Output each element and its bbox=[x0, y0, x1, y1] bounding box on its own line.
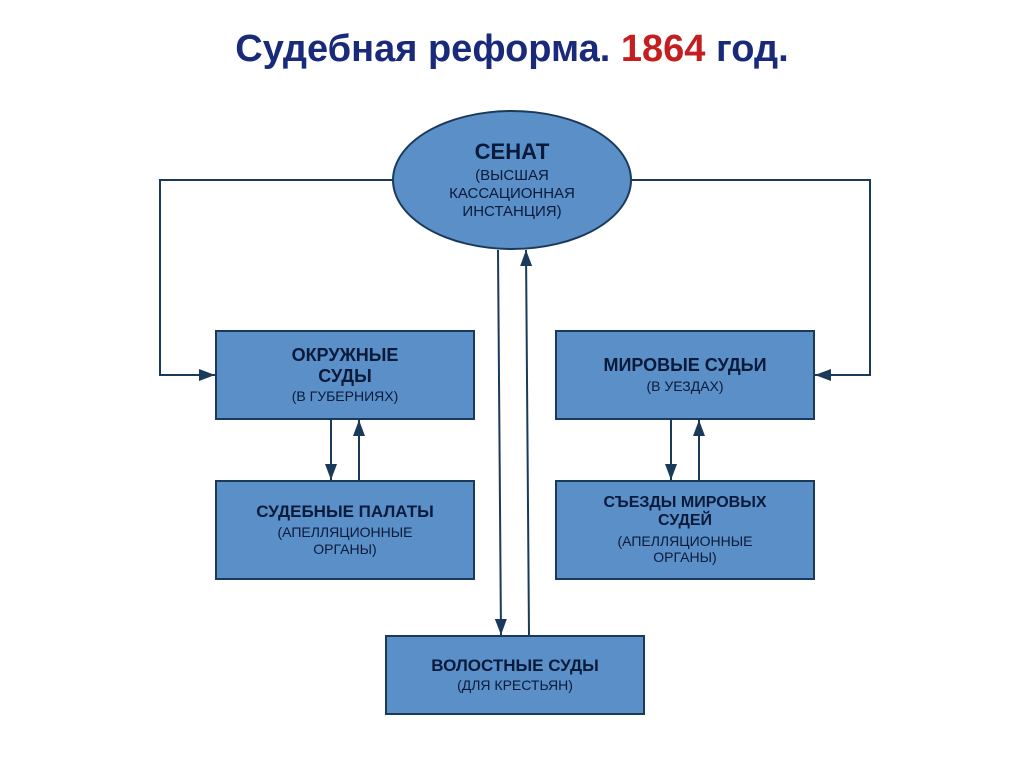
node-title: ВОЛОСТНЫЕ СУДЫ bbox=[431, 656, 599, 676]
node-palaty: СУДЕБНЫЕ ПАЛАТЫ(АПЕЛЛЯЦИОННЫЕОРГАНЫ) bbox=[215, 480, 475, 580]
node-subtitle: (В ГУБЕРНИЯХ) bbox=[292, 388, 399, 405]
node-subtitle: (АПЕЛЛЯЦИОННЫЕОРГАНЫ) bbox=[618, 533, 753, 567]
node-subtitle: (АПЕЛЛЯЦИОННЫЕОРГАНЫ) bbox=[278, 524, 413, 558]
title-part2: 1864 bbox=[621, 28, 706, 70]
page-title: Судебная реформа. 1864 год. bbox=[0, 0, 1024, 71]
node-volost: ВОЛОСТНЫЕ СУДЫ(ДЛЯ КРЕСТЬЯН) bbox=[385, 635, 645, 715]
node-okrug: ОКРУЖНЫЕСУДЫ (В ГУБЕРНИЯХ) bbox=[215, 330, 475, 420]
node-subtitle: (ВЫСШАЯКАССАЦИОННАЯИНСТАНЦИЯ) bbox=[449, 167, 575, 221]
node-sjezdy: СЪЕЗДЫ МИРОВЫХСУДЕЙ(АПЕЛЛЯЦИОННЫЕОРГАНЫ) bbox=[555, 480, 815, 580]
node-senate: СЕНАТ (ВЫСШАЯКАССАЦИОННАЯИНСТАНЦИЯ) bbox=[392, 110, 632, 250]
title-part1: Судебная реформа. bbox=[235, 28, 621, 70]
node-subtitle: (ДЛЯ КРЕСТЬЯН) bbox=[457, 677, 573, 694]
node-mirovye: МИРОВЫЕ СУДЬИ (В УЕЗДАХ) bbox=[555, 330, 815, 420]
node-title: МИРОВЫЕ СУДЬИ bbox=[603, 355, 766, 376]
node-title: СЕНАТ bbox=[475, 139, 550, 164]
node-title: ОКРУЖНЫЕСУДЫ bbox=[292, 345, 399, 386]
node-title: СУДЕБНЫЕ ПАЛАТЫ bbox=[256, 502, 434, 522]
node-title: СЪЕЗДЫ МИРОВЫХСУДЕЙ bbox=[603, 494, 766, 531]
title-part3: год. bbox=[705, 28, 788, 70]
node-subtitle: (В УЕЗДАХ) bbox=[646, 378, 723, 395]
diagram-area: СЕНАТ (ВЫСШАЯКАССАЦИОННАЯИНСТАНЦИЯ) ОКРУЖН… bbox=[0, 100, 1024, 740]
